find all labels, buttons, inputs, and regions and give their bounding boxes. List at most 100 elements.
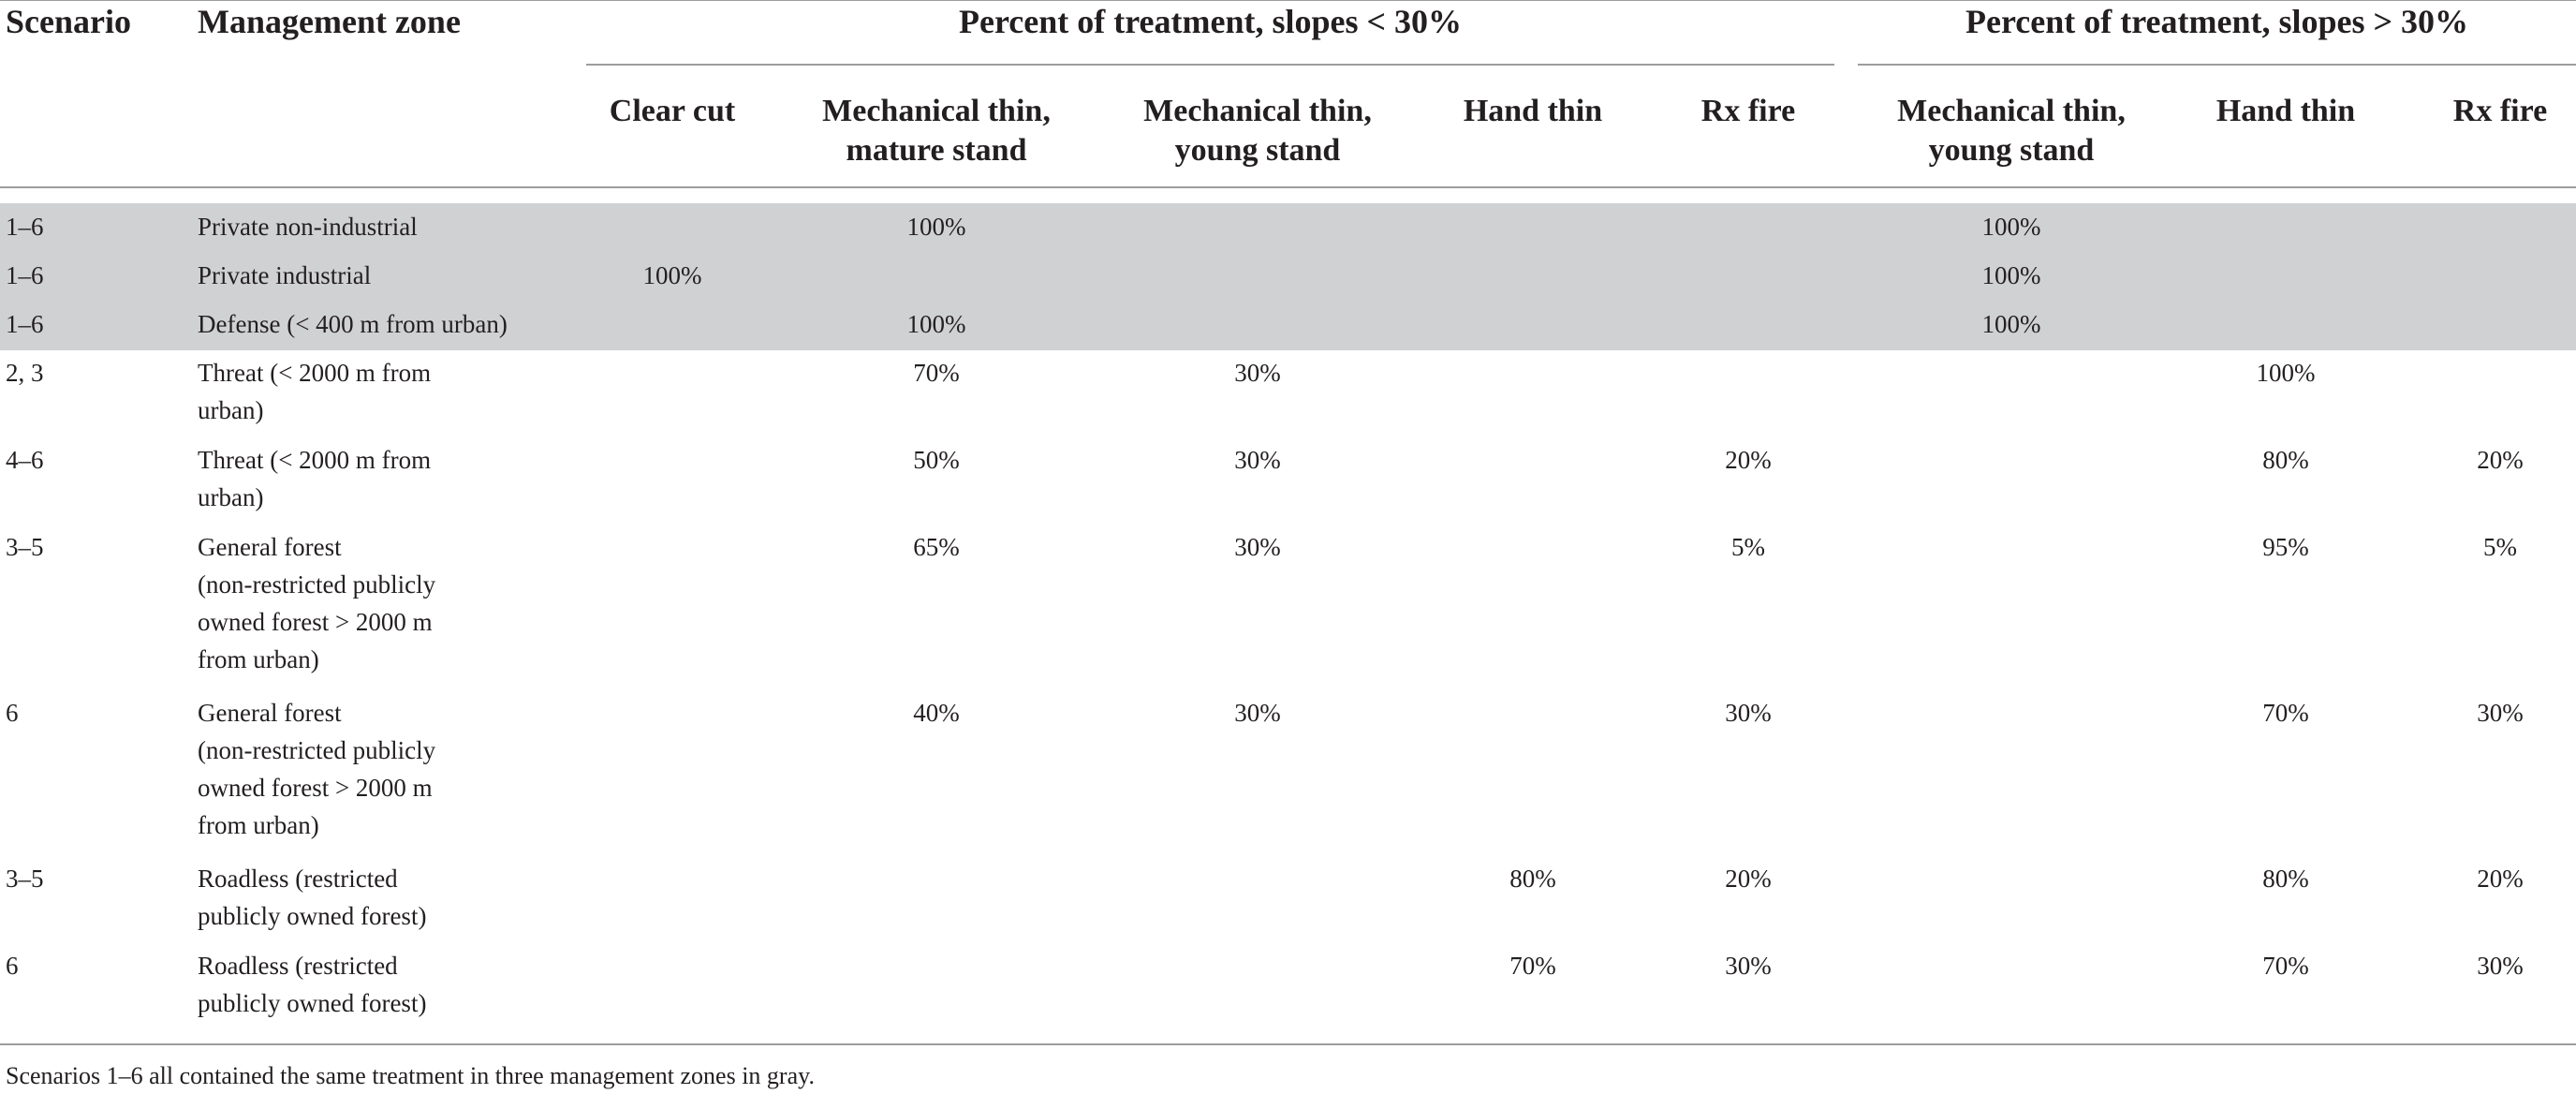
zone-line: from urban) <box>198 811 319 839</box>
row-scenario: 1–6 <box>6 213 44 241</box>
row-management-zone: Threat (< 2000 m from urban) <box>198 354 431 429</box>
column-header-line: Mechanical thin, <box>822 94 1051 128</box>
row-scenario: 6 <box>6 952 19 980</box>
zone-line: Roadless (restricted <box>198 865 398 893</box>
zone-line: owned forest > 2000 m <box>198 608 433 636</box>
zone-line: (non-restricted publicly <box>198 736 436 764</box>
row-value-cell: 5% <box>1731 533 1765 561</box>
zone-line: publicly owned forest) <box>198 902 427 930</box>
row-value-cell: 100% <box>642 261 702 289</box>
column-header-gt-7: Rx fire <box>2332 92 2576 131</box>
row-value-cell: 50% <box>913 446 960 474</box>
column-header-line: Hand thin <box>2215 94 2356 128</box>
row-value-cell: 30% <box>1234 699 1281 727</box>
row-value-cell: 100% <box>1981 213 2041 241</box>
row-value-cell: 70% <box>913 359 960 387</box>
group-rule-gt <box>1858 64 2576 66</box>
row-scenario: 2, 3 <box>6 359 44 387</box>
zone-line: from urban) <box>198 645 319 673</box>
zone-line: Threat (< 2000 m from <box>198 446 432 474</box>
row-management-zone: General forest (non-restricted publicly ow… <box>198 694 435 844</box>
row-value-cell: 40% <box>913 699 960 727</box>
row-management-zone: Roadless (restricted publicly owned fores… <box>198 947 426 1022</box>
zone-line: General forest <box>198 533 342 561</box>
row-scenario: 1–6 <box>6 310 44 338</box>
row-scenario: 3–5 <box>6 533 44 561</box>
column-header-lt-3: Hand thin <box>1364 92 1701 131</box>
column-header-lt-1: Mechanical thin, mature stand <box>768 92 1105 170</box>
column-header-line: Mechanical thin, <box>1897 94 2126 128</box>
table-footnote: Scenarios 1–6 all contained the same tre… <box>6 1062 815 1089</box>
row-management-zone: Private non-industrial <box>198 208 418 245</box>
header-scenario: Scenario <box>6 3 131 40</box>
column-header-line: young stand <box>1928 133 2095 168</box>
row-value-cell: 65% <box>913 533 960 561</box>
zone-line: urban) <box>198 483 264 511</box>
column-header-line: Mechanical thin, <box>1143 94 1372 128</box>
row-scenario: 4–6 <box>6 446 44 474</box>
column-header-line: young stand <box>1174 133 1341 168</box>
row-value-cell: 30% <box>2477 699 2524 727</box>
row-value-cell: 80% <box>2262 446 2309 474</box>
row-management-zone: General forest (non-restricted publicly ow… <box>198 528 435 678</box>
zone-line: urban) <box>198 396 264 424</box>
row-management-zone: Roadless (restricted publicly owned fores… <box>198 860 426 935</box>
column-header-gt-5: Mechanical thin, young stand <box>1843 92 2180 170</box>
row-value-cell: 30% <box>2477 952 2524 980</box>
row-value-cell: 20% <box>2477 865 2524 893</box>
row-management-zone: Defense (< 400 m from urban) <box>198 305 508 343</box>
header-management-zone: Management zone <box>198 3 461 40</box>
column-header-line: Rx fire <box>2452 94 2548 128</box>
row-value-cell: 5% <box>2483 533 2517 561</box>
table-bottom-rule <box>0 1043 2576 1045</box>
row-value-cell: 100% <box>2256 359 2316 387</box>
row-value-cell: 30% <box>1234 446 1281 474</box>
row-value-cell: 30% <box>1725 699 1772 727</box>
zone-line: (non-restricted publicly <box>198 570 436 599</box>
column-header-lt-2: Mechanical thin, young stand <box>1089 92 1426 170</box>
row-scenario: 1–6 <box>6 261 44 289</box>
zone-line: Roadless (restricted <box>198 952 398 980</box>
row-value-cell: 100% <box>1981 310 2041 338</box>
row-value-cell: 20% <box>1725 865 1772 893</box>
zone-line: publicly owned forest) <box>198 989 427 1017</box>
header-group-slopes-lt-30: Percent of treatment, slopes < 30% <box>958 3 1463 40</box>
row-value-cell: 30% <box>1234 359 1281 387</box>
row-value-cell: 20% <box>2477 446 2524 474</box>
column-header-gt-6: Hand thin <box>2117 92 2454 131</box>
header-bottom-rule <box>0 186 2576 188</box>
row-value-cell: 70% <box>2262 952 2309 980</box>
row-value-cell: 70% <box>2262 699 2309 727</box>
row-value-cell: 100% <box>906 310 966 338</box>
row-value-cell: 30% <box>1234 533 1281 561</box>
row-value-cell: 80% <box>1509 865 1556 893</box>
row-value-cell: 80% <box>2262 865 2309 893</box>
row-management-zone: Private industrial <box>198 257 371 294</box>
zone-line: Defense (< 400 m from urban) <box>198 310 508 338</box>
zone-line: Threat (< 2000 m from <box>198 359 432 387</box>
row-scenario: 3–5 <box>6 865 44 893</box>
zone-line: Private non-industrial <box>198 213 418 241</box>
column-header-line: mature stand <box>846 133 1027 168</box>
header-group-slopes-gt-30: Percent of treatment, slopes > 30% <box>1965 3 2469 40</box>
row-value-cell: 100% <box>1981 261 2041 289</box>
top-rule <box>0 0 2576 1</box>
row-management-zone: Threat (< 2000 m from urban) <box>198 441 431 516</box>
row-value-cell: 20% <box>1725 446 1772 474</box>
column-header-lt-0: Clear cut <box>504 92 841 131</box>
zone-line: General forest <box>198 699 342 727</box>
group-rule-lt <box>586 64 1834 66</box>
row-scenario: 6 <box>6 699 19 727</box>
zone-line: Private industrial <box>198 261 372 289</box>
row-value-cell: 100% <box>906 213 966 241</box>
row-value-cell: 70% <box>1509 952 1556 980</box>
column-header-lt-4: Rx fire <box>1580 92 1917 131</box>
row-value-cell: 95% <box>2262 533 2309 561</box>
zone-line: owned forest > 2000 m <box>198 774 433 802</box>
column-header-line: Rx fire <box>1700 94 1796 128</box>
gray-band <box>0 203 2576 350</box>
column-header-line: Clear cut <box>609 94 736 128</box>
column-header-line: Hand thin <box>1463 94 1603 128</box>
row-value-cell: 30% <box>1725 952 1772 980</box>
